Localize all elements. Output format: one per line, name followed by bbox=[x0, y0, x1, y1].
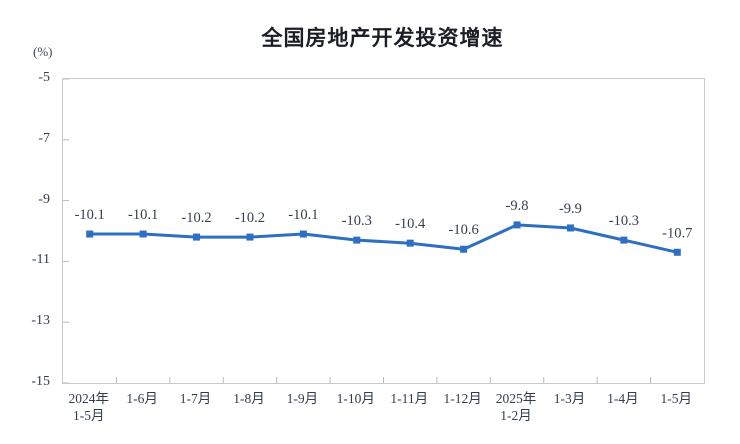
data-label: -9.9 bbox=[559, 201, 582, 217]
y-axis-label: -13 bbox=[31, 313, 50, 329]
data-label: -10.2 bbox=[235, 210, 265, 226]
x-axis-label: 1-3月 bbox=[553, 391, 586, 406]
data-label: -10.1 bbox=[75, 207, 105, 223]
data-label: -9.8 bbox=[506, 198, 529, 214]
line-series bbox=[89, 223, 678, 254]
x-axis-label: 1-12月 bbox=[443, 391, 482, 406]
x-axis-label: 2024年 1-5月 bbox=[68, 391, 109, 423]
y-axis-unit-label: (%) bbox=[33, 44, 53, 59]
data-point bbox=[193, 233, 201, 241]
data-label: -10.4 bbox=[395, 216, 426, 232]
data-point bbox=[353, 236, 361, 244]
y-axis-label: -5 bbox=[38, 70, 50, 85]
data-point bbox=[86, 230, 94, 238]
data-label: -10.3 bbox=[609, 213, 639, 229]
x-axis-label: 1-7月 bbox=[179, 391, 212, 406]
data-point bbox=[513, 221, 521, 229]
x-axis-label: 1-5月 bbox=[660, 391, 693, 406]
data-label: -10.1 bbox=[288, 207, 318, 223]
x-axis-label: 2025年 1-2月 bbox=[495, 391, 537, 423]
x-axis-label: 1-11月 bbox=[390, 391, 429, 406]
line-chart-svg: -10.1 -10.1 -10.2 -10.2 -10.1 -10.3 -10.4 -10.6… bbox=[63, 79, 692, 383]
chart-title: 全国房地产开发投资增速 bbox=[261, 27, 504, 50]
data-label: -10.3 bbox=[342, 213, 372, 229]
data-point bbox=[460, 245, 468, 253]
data-point bbox=[620, 236, 628, 244]
x-axis-label: 1-6月 bbox=[126, 391, 158, 406]
x-axis-label: 1-10月 bbox=[336, 391, 375, 406]
x-axis-label: 1-9月 bbox=[286, 391, 319, 406]
y-axis-label: -9 bbox=[38, 191, 50, 207]
data-label: -10.1 bbox=[128, 207, 158, 223]
data-point bbox=[299, 230, 307, 238]
data-point bbox=[406, 239, 414, 247]
data-point bbox=[139, 230, 147, 238]
y-axis-label: -11 bbox=[31, 252, 50, 268]
data-point bbox=[566, 224, 574, 232]
data-label: -10.7 bbox=[662, 225, 692, 241]
y-axis-label: -7 bbox=[38, 130, 50, 146]
data-label: -10.2 bbox=[181, 210, 211, 226]
y-axis-label: -15 bbox=[31, 374, 50, 389]
data-point bbox=[673, 248, 681, 256]
data-point bbox=[246, 233, 254, 241]
x-axis-label: 1-4月 bbox=[607, 391, 639, 406]
plot-area: -10.1 -10.1 -10.2 -10.2 -10.1 -10.3 -10.4 -10.6… bbox=[62, 78, 705, 384]
x-axis-label: 1-8月 bbox=[233, 391, 265, 406]
data-label: -10.6 bbox=[449, 222, 479, 238]
